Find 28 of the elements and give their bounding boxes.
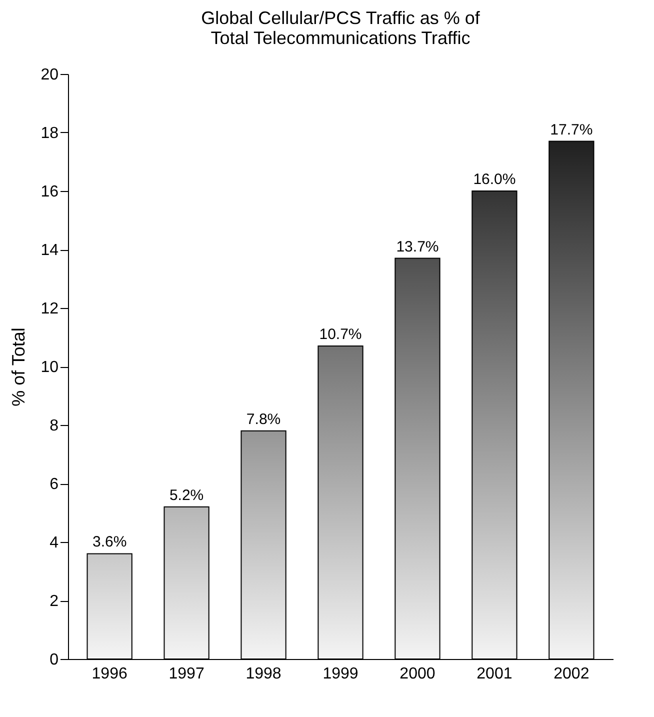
- y-tick-label: 18: [40, 125, 59, 142]
- y-tick-label: 6: [50, 476, 59, 493]
- x-tick-label: 2002: [554, 666, 590, 682]
- data-label: 16.0%: [473, 171, 516, 188]
- data-label: 13.7%: [396, 238, 439, 256]
- y-axis-title: % of Total: [8, 328, 29, 406]
- x-tick-label: 2001: [476, 666, 512, 682]
- data-label: 5.2%: [169, 486, 204, 504]
- y-tick-label: 10: [40, 359, 59, 376]
- y-tick-label: 12: [40, 300, 59, 318]
- y-tick-label: 14: [40, 242, 59, 259]
- text: Global Cellular/PCS Traffic as % of: [201, 8, 480, 28]
- y-tick-label: 20: [40, 66, 59, 84]
- y-tick-label: 2: [50, 593, 59, 610]
- x-tick-label: 2000: [400, 666, 436, 682]
- y-tick-label: 4: [50, 534, 59, 552]
- data-label: 17.7%: [550, 121, 593, 138]
- text: Total Telecommunications Traffic: [210, 28, 470, 48]
- y-tick-label: 16: [40, 184, 59, 200]
- x-tick-label: 1996: [92, 666, 128, 682]
- x-tick-label: 1997: [168, 666, 204, 682]
- data-label: 3.6%: [92, 534, 127, 551]
- data-label: 10.7%: [319, 326, 362, 344]
- x-tick-label: 1999: [322, 666, 358, 682]
- y-tick-label: 0: [50, 652, 59, 668]
- x-tick-label: 1998: [246, 666, 282, 682]
- data-label: 7.8%: [246, 410, 281, 428]
- y-tick-label: 8: [50, 418, 59, 434]
